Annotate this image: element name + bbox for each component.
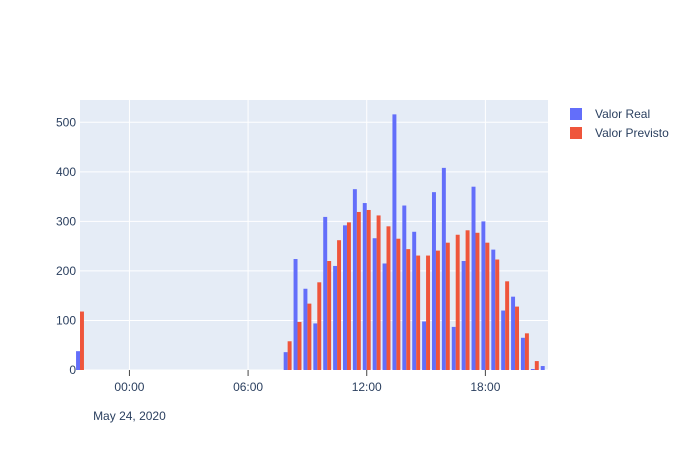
x-tick-label: 00:00 — [114, 380, 144, 394]
bar-valor-previsto[interactable] — [435, 250, 440, 370]
bar-valor-previsto[interactable] — [327, 261, 332, 370]
legend-swatch[interactable] — [570, 127, 582, 139]
bar-valor-real[interactable] — [511, 296, 516, 370]
bar-valor-real[interactable] — [362, 203, 367, 370]
bar-valor-previsto[interactable] — [534, 361, 539, 370]
bar-valor-previsto[interactable] — [475, 232, 480, 370]
bar-valor-previsto[interactable] — [445, 242, 450, 370]
bar-valor-previsto[interactable] — [455, 234, 460, 370]
x-date-label: May 24, 2020 — [93, 409, 166, 423]
bar-valor-previsto[interactable] — [515, 306, 519, 370]
x-tick-label: 12:00 — [352, 380, 382, 394]
x-tick-label: 18:00 — [470, 380, 500, 394]
bar-valor-previsto[interactable] — [386, 226, 391, 370]
bar-valor-previsto[interactable] — [465, 230, 470, 370]
x-tick-label: 06:00 — [233, 380, 263, 394]
bar-valor-previsto[interactable] — [495, 259, 500, 370]
bar-valor-previsto[interactable] — [307, 303, 312, 370]
bar-valor-previsto[interactable] — [416, 255, 421, 370]
legend-swatch[interactable] — [570, 108, 582, 120]
y-tick-label: 300 — [56, 214, 76, 228]
bar-valor-real[interactable] — [471, 186, 476, 370]
legend-label[interactable]: Valor Real — [595, 107, 650, 121]
bar-valor-real[interactable] — [402, 205, 407, 370]
bar-valor-real[interactable] — [412, 231, 417, 370]
bar-valor-previsto[interactable] — [505, 281, 510, 370]
y-tick-label: 500 — [56, 115, 76, 129]
bar-valor-real[interactable] — [481, 221, 486, 370]
bar-valor-real[interactable] — [431, 192, 436, 370]
bar-valor-real[interactable] — [392, 114, 397, 370]
bar-valor-real[interactable] — [520, 337, 525, 370]
bar-valor-real[interactable] — [352, 189, 357, 370]
legend[interactable]: Valor Real Valor Previsto — [570, 107, 669, 140]
axes: 0 100 200 300 400 500 00:00 06:00 12:00 18:00 May … — [56, 115, 501, 423]
bar-valor-real[interactable] — [530, 369, 535, 370]
bar-valor-previsto[interactable] — [485, 242, 490, 370]
bar-valor-previsto[interactable] — [297, 321, 302, 370]
bar-valor-real[interactable] — [422, 321, 427, 370]
bar-valor-real[interactable] — [491, 249, 496, 370]
bar-valor-real[interactable] — [501, 310, 506, 370]
bar-valor-real[interactable] — [313, 323, 318, 370]
bar-valor-previsto[interactable] — [356, 211, 361, 370]
bar-valor-real[interactable] — [372, 238, 377, 370]
bar-valor-real[interactable] — [441, 167, 446, 370]
bar-valor-previsto[interactable] — [426, 255, 431, 370]
bar-valor-previsto[interactable] — [376, 215, 381, 370]
bar-valor-real[interactable] — [451, 326, 456, 370]
bar-valor-real[interactable] — [343, 225, 347, 370]
bar-valor-real[interactable] — [303, 288, 308, 370]
y-tick-label: 0 — [69, 363, 76, 377]
bar-valor-real[interactable] — [76, 351, 80, 370]
bar-valor-real[interactable] — [382, 263, 387, 370]
bar-valor-real[interactable] — [293, 259, 298, 370]
bar-valor-real[interactable] — [333, 265, 338, 370]
y-tick-label: 100 — [56, 313, 76, 327]
bar-valor-previsto[interactable] — [396, 238, 401, 370]
bar-valor-previsto[interactable] — [366, 209, 371, 370]
bar-valor-previsto[interactable] — [406, 249, 411, 370]
bar-valor-previsto[interactable] — [80, 311, 84, 370]
bar-valor-real[interactable] — [323, 216, 328, 370]
bar-valor-previsto[interactable] — [337, 240, 342, 370]
y-tick-label: 200 — [56, 264, 76, 278]
bar-valor-previsto[interactable] — [317, 282, 322, 370]
bar-valor-real[interactable] — [540, 366, 545, 370]
bar-valor-previsto[interactable] — [524, 333, 529, 370]
y-tick-label: 400 — [56, 165, 76, 179]
legend-label[interactable]: Valor Previsto — [595, 126, 669, 140]
bar-valor-previsto[interactable] — [346, 222, 351, 370]
bar-valor-real[interactable] — [461, 261, 466, 370]
bars — [76, 114, 545, 370]
bar-valor-previsto[interactable] — [287, 341, 292, 370]
bar-valor-real[interactable] — [283, 352, 288, 370]
